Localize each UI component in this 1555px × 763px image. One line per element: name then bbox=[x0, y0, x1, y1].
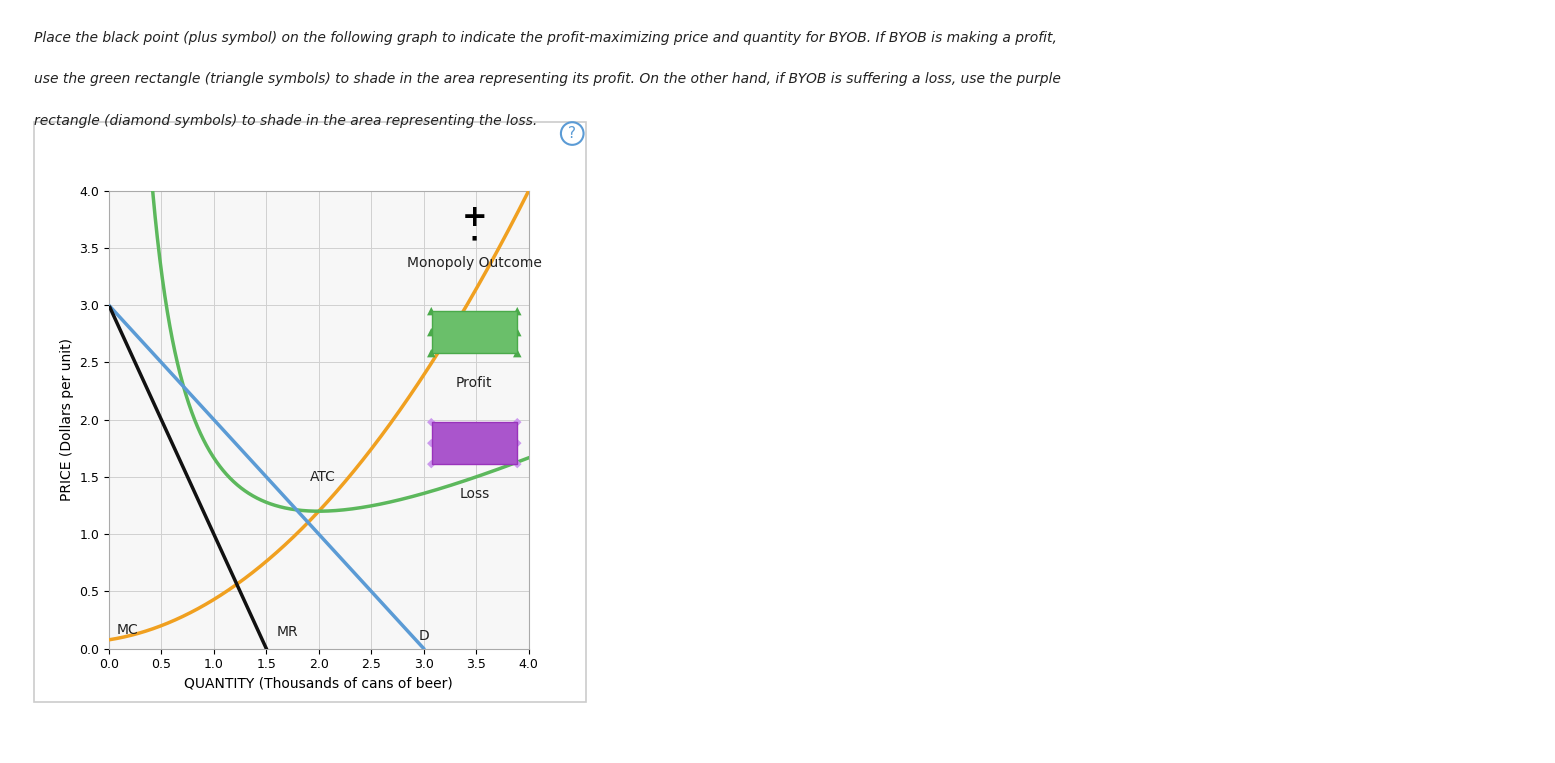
Text: ▲: ▲ bbox=[428, 348, 435, 358]
X-axis label: QUANTITY (Thousands of cans of beer): QUANTITY (Thousands of cans of beer) bbox=[185, 677, 453, 691]
Text: ◆: ◆ bbox=[428, 459, 435, 468]
Text: ?: ? bbox=[568, 126, 577, 141]
Text: ◆: ◆ bbox=[513, 437, 521, 448]
Text: +: + bbox=[462, 203, 487, 232]
Text: D: D bbox=[418, 629, 429, 642]
Text: ■: ■ bbox=[471, 236, 477, 240]
Text: ◆: ◆ bbox=[428, 437, 435, 448]
Text: Loss: Loss bbox=[459, 487, 490, 501]
Text: rectangle (diamond symbols) to shade in the area representing the loss.: rectangle (diamond symbols) to shade in … bbox=[34, 114, 538, 128]
Text: Place the black point (plus symbol) on the following graph to indicate the profi: Place the black point (plus symbol) on t… bbox=[34, 31, 1057, 44]
Text: ▲: ▲ bbox=[513, 306, 521, 316]
Text: ◆: ◆ bbox=[428, 417, 435, 427]
Text: ▲: ▲ bbox=[428, 327, 435, 337]
Y-axis label: PRICE (Dollars per unit): PRICE (Dollars per unit) bbox=[59, 338, 73, 501]
Text: MC: MC bbox=[117, 623, 138, 637]
Text: Monopoly Outcome: Monopoly Outcome bbox=[407, 256, 541, 270]
Text: ◆: ◆ bbox=[513, 459, 521, 468]
Text: ▲: ▲ bbox=[513, 327, 521, 337]
Text: ▲: ▲ bbox=[513, 348, 521, 358]
Text: ◆: ◆ bbox=[513, 417, 521, 427]
Text: use the green rectangle (triangle symbols) to shade in the area representing its: use the green rectangle (triangle symbol… bbox=[34, 72, 1061, 86]
Text: ▲: ▲ bbox=[428, 306, 435, 316]
Text: Profit: Profit bbox=[456, 376, 493, 391]
Text: MR: MR bbox=[277, 626, 299, 639]
Text: ATC: ATC bbox=[311, 470, 336, 484]
